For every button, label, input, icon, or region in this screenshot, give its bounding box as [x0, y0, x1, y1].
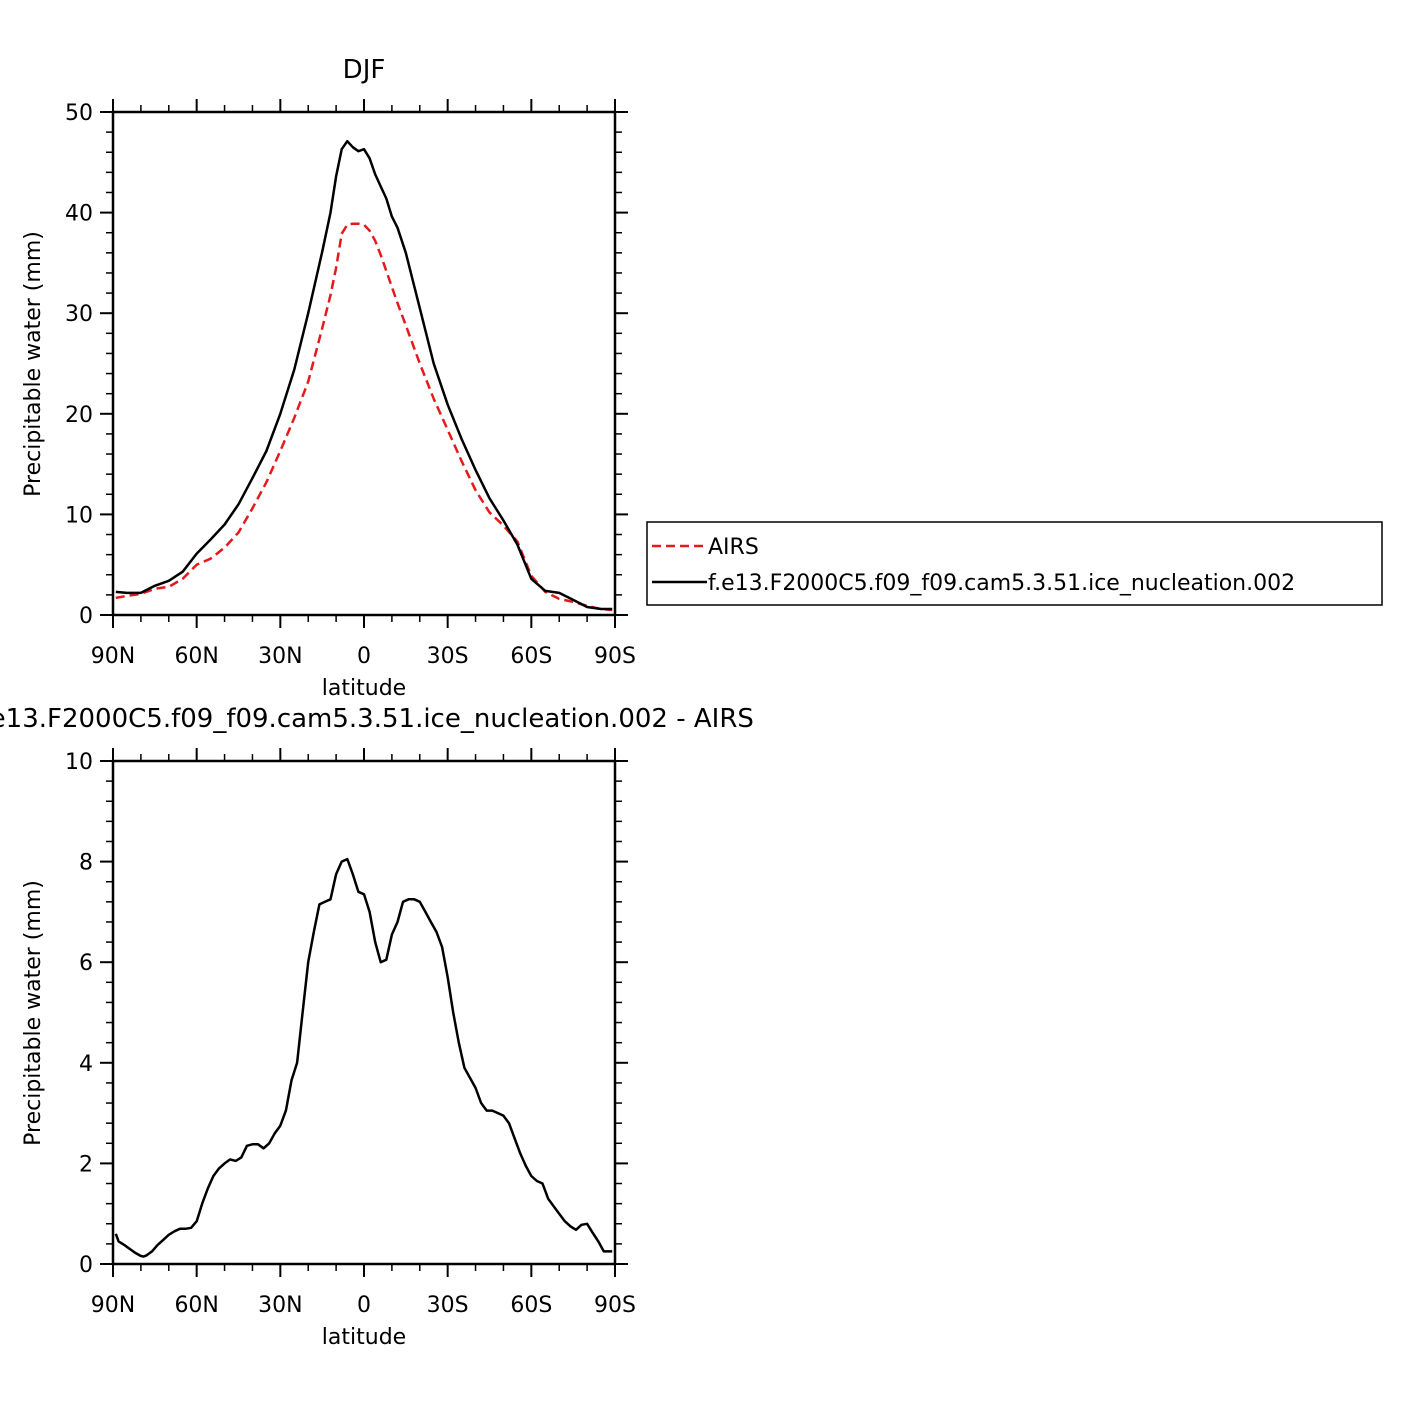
xtick-label-bottom: 60S [510, 1293, 552, 1318]
ytick-label-top: 40 [65, 202, 93, 227]
ytick-label-top: 30 [65, 302, 93, 327]
xtick-label-top: 90N [91, 644, 135, 669]
legend: AIRS f.e13.F2000C5.f09_f09.cam5.3.51.ice… [646, 521, 1383, 606]
xlabel-top: latitude [322, 676, 406, 701]
xtick-label-bottom: 0 [357, 1293, 371, 1318]
ytick-label-top: 50 [65, 101, 93, 126]
xtick-label-bottom: 30N [258, 1293, 302, 1318]
plot-frame-bottom [111, 759, 617, 1266]
ylabel-bottom: Precipitable water (mm) [21, 880, 46, 1146]
ytick-label-bottom: 2 [79, 1152, 93, 1177]
panel-top: DJF Precipitable water (mm) latitude 0 10… [21, 55, 636, 701]
xtick-label-bottom: 60N [174, 1293, 218, 1318]
xtick-label-bottom: 90S [594, 1293, 636, 1318]
ytick-label-top: 10 [65, 503, 93, 528]
series-line-difference [114, 857, 613, 1258]
xlabel-bottom: latitude [322, 1325, 406, 1350]
plot-frame-top [111, 110, 617, 617]
xtick-label-top: 30S [427, 644, 469, 669]
legend-label-model: f.e13.F2000C5.f09_f09.cam5.3.51.ice_nucl… [708, 571, 1295, 596]
ytick-label-bottom: 8 [79, 851, 93, 876]
chart-title-bottom: f.e13.F2000C5.f09_f09.cam5.3.51.ice_nucl… [0, 704, 754, 734]
series-line-airs [115, 222, 613, 612]
ylabel-top: Precipitable water (mm) [21, 231, 46, 497]
xtick-label-top: 30N [258, 644, 302, 669]
xtick-label-top: 60S [510, 644, 552, 669]
xtick-label-bottom: 30S [427, 1293, 469, 1318]
ytick-label-bottom: 6 [79, 951, 93, 976]
xtick-label-bottom: 90N [91, 1293, 135, 1318]
lines-bottom [114, 857, 613, 1258]
chart-title-top: DJF [343, 55, 386, 85]
legend-box [646, 521, 1383, 606]
xtick-label-top: 90S [594, 644, 636, 669]
ytick-label-bottom: 4 [79, 1052, 93, 1077]
panel-bottom: f.e13.F2000C5.f09_f09.cam5.3.51.ice_nucl… [0, 704, 754, 1350]
legend-label-airs: AIRS [708, 535, 759, 560]
ytick-label-top: 20 [65, 403, 93, 428]
ytick-label-top: 0 [79, 604, 93, 629]
lines-top [115, 139, 613, 612]
ticks-bottom: 0 2 4 6 8 10 90N 60N 30N 0 30S 60S 90S [65, 748, 636, 1318]
ytick-label-bottom: 10 [65, 750, 93, 775]
series-line-model [115, 139, 613, 611]
ticks-top: 0 10 20 30 40 50 90N 60N 30N 0 30S 60S 90S [65, 99, 636, 669]
ytick-label-bottom: 0 [79, 1253, 93, 1278]
xtick-label-top: 60N [174, 644, 218, 669]
xtick-label-top: 0 [357, 644, 371, 669]
